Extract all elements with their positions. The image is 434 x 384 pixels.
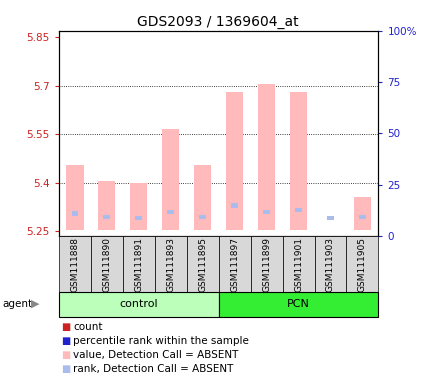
Text: GSM111895: GSM111895 xyxy=(197,237,207,291)
Bar xyxy=(218,292,378,317)
Text: ▶: ▶ xyxy=(31,299,40,309)
Bar xyxy=(130,183,147,230)
Bar xyxy=(122,236,155,292)
Bar xyxy=(358,215,365,219)
Text: GSM111905: GSM111905 xyxy=(357,237,366,291)
Text: ■: ■ xyxy=(61,336,70,346)
Text: count: count xyxy=(73,322,102,332)
Bar xyxy=(250,236,282,292)
Text: GSM111893: GSM111893 xyxy=(166,237,175,291)
Bar xyxy=(59,236,91,292)
Bar xyxy=(314,236,345,292)
Bar xyxy=(161,129,179,230)
Bar xyxy=(263,210,269,214)
Text: GSM111890: GSM111890 xyxy=(102,237,111,291)
Text: GSM111903: GSM111903 xyxy=(325,237,334,291)
Text: GSM111899: GSM111899 xyxy=(261,237,270,291)
Text: ■: ■ xyxy=(61,322,70,332)
Bar xyxy=(194,165,211,230)
Bar xyxy=(103,215,110,219)
Bar xyxy=(353,197,370,230)
Text: value, Detection Call = ABSENT: value, Detection Call = ABSENT xyxy=(73,350,238,360)
Bar xyxy=(225,92,243,230)
Text: GSM111897: GSM111897 xyxy=(230,237,239,291)
Bar xyxy=(295,208,301,212)
Text: GSM111891: GSM111891 xyxy=(134,237,143,291)
Text: percentile rank within the sample: percentile rank within the sample xyxy=(73,336,248,346)
Bar xyxy=(282,236,314,292)
Bar xyxy=(218,236,250,292)
Bar xyxy=(71,212,78,216)
Text: ■: ■ xyxy=(61,364,70,374)
Text: ■: ■ xyxy=(61,350,70,360)
Text: PCN: PCN xyxy=(286,299,309,310)
Bar xyxy=(289,92,306,230)
Text: GSM111901: GSM111901 xyxy=(293,237,302,291)
Bar xyxy=(91,236,122,292)
Text: control: control xyxy=(119,299,158,310)
Bar xyxy=(155,236,186,292)
Bar xyxy=(326,216,333,220)
Bar xyxy=(346,236,378,292)
Bar xyxy=(59,292,218,317)
Text: agent: agent xyxy=(2,299,32,309)
Text: GDS2093 / 1369604_at: GDS2093 / 1369604_at xyxy=(136,15,298,28)
Text: GSM111888: GSM111888 xyxy=(70,237,79,291)
Bar xyxy=(167,210,174,214)
Bar xyxy=(231,203,237,207)
Text: rank, Detection Call = ABSENT: rank, Detection Call = ABSENT xyxy=(73,364,233,374)
Bar xyxy=(98,181,115,230)
Bar xyxy=(66,165,83,230)
Bar xyxy=(186,236,218,292)
Bar xyxy=(257,84,275,230)
Bar xyxy=(199,215,205,219)
Bar xyxy=(135,216,141,220)
